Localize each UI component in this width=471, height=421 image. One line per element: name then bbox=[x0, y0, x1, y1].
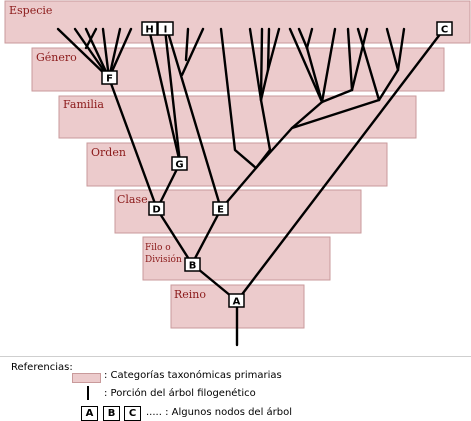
band-familia bbox=[58, 95, 417, 139]
legend: Referencias: : Categorías taxonómicas pr… bbox=[0, 356, 471, 421]
band-label-filo-line2: División bbox=[145, 254, 182, 265]
branch-b-d bbox=[155, 207, 194, 266]
node-h: H bbox=[141, 21, 158, 36]
node-b: B bbox=[184, 257, 201, 272]
node-i: I bbox=[157, 21, 174, 36]
branch-b-e bbox=[190, 207, 223, 266]
branch-order-cluster bbox=[219, 27, 258, 170]
band-filo bbox=[142, 236, 331, 281]
phylogenetic-tree-diagram: Especie Género Familia Orden Clase Filo … bbox=[4, 0, 471, 347]
node-c-label: C bbox=[441, 25, 448, 36]
legend-divider bbox=[0, 356, 471, 357]
branch-f-cluster bbox=[56, 27, 111, 80]
node-f: F bbox=[101, 70, 118, 85]
node-g-label: G bbox=[175, 160, 183, 171]
branch-a-c bbox=[235, 27, 446, 303]
legend-tree-portion: : Porción del árbol filogenético bbox=[104, 388, 256, 399]
band-label-orden: Orden bbox=[91, 146, 126, 159]
band-label-especie: Especie bbox=[9, 4, 52, 17]
node-d: D bbox=[148, 201, 165, 216]
legend-some-nodes: ..... : Algunos nodos del árbol bbox=[146, 407, 293, 418]
legend-node-b: B bbox=[103, 406, 120, 421]
node-a: A bbox=[228, 293, 245, 308]
legend-band-swatch bbox=[72, 373, 101, 383]
band-label-familia: Familia bbox=[63, 98, 104, 111]
node-d-label: D bbox=[152, 205, 160, 216]
node-c: C bbox=[436, 21, 453, 36]
node-g: G bbox=[171, 156, 188, 171]
branch-d-f bbox=[107, 76, 159, 211]
band-label-filo-line1: Filo o bbox=[145, 243, 171, 253]
legend-primary-categories: : Categorías taxonómicas primarias bbox=[104, 370, 282, 381]
node-a-label: A bbox=[233, 297, 241, 308]
legend-node-a: A bbox=[81, 406, 98, 421]
band-label-genero: Género bbox=[36, 51, 77, 64]
node-f-label: F bbox=[106, 74, 113, 85]
branch-e-leaf bbox=[165, 27, 223, 211]
node-e: E bbox=[212, 201, 229, 216]
legend-branch-line bbox=[87, 386, 89, 400]
band-label-clase: Clase bbox=[117, 193, 148, 206]
node-b-label: B bbox=[189, 261, 197, 272]
branch-g-h bbox=[147, 27, 182, 165]
node-e-label: E bbox=[217, 205, 224, 216]
band-label-reino: Reino bbox=[174, 288, 206, 301]
legend-title: Referencias: bbox=[11, 362, 73, 373]
band-especie bbox=[4, 0, 471, 44]
node-i-label: I bbox=[164, 25, 168, 36]
node-h-label: H bbox=[145, 25, 153, 36]
legend-node-c: C bbox=[124, 406, 141, 421]
branch-g-i bbox=[163, 27, 182, 165]
